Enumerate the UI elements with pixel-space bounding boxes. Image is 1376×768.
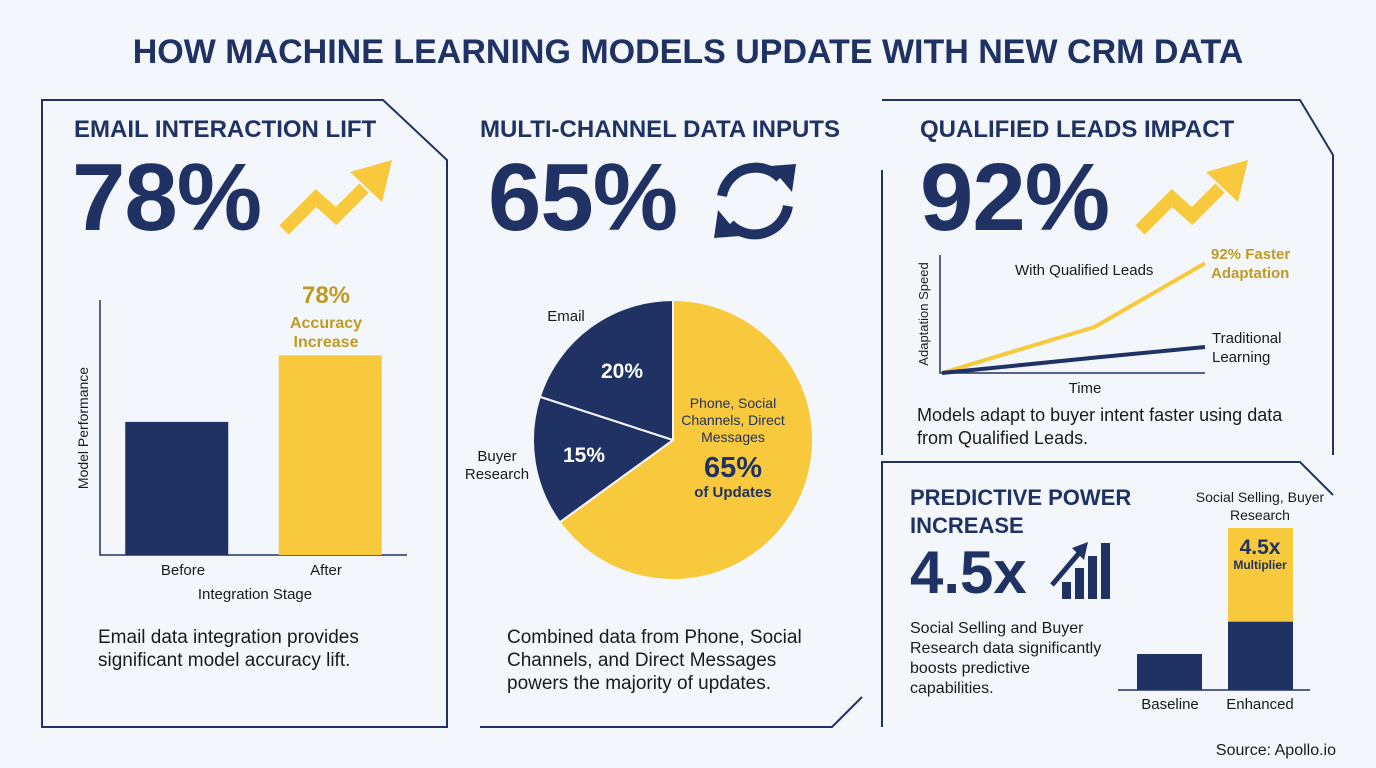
panel-heading: QUALIFIED LEADS IMPACT	[920, 116, 1235, 143]
bars-icon-head	[1072, 542, 1088, 560]
caption: Social Selling and Buyer Research data s…	[910, 620, 1102, 697]
pie-slice	[538, 298, 674, 442]
annotation: 92% Faster Adaptation	[1211, 246, 1291, 282]
bar-segment	[1228, 621, 1293, 690]
value-label: 65%	[703, 452, 763, 484]
annotation: Accuracy Increase	[289, 315, 363, 352]
bars-icon-bar	[1075, 568, 1084, 599]
line-series	[941, 345, 1206, 375]
trend-icon	[1135, 160, 1248, 235]
x-tick-label: Before	[160, 562, 206, 579]
refresh-icon	[714, 162, 796, 240]
line-series	[941, 261, 1206, 375]
pie-slice	[532, 395, 676, 524]
x-tick-label: Enhanced	[1226, 696, 1294, 713]
big-stat: 78%	[72, 144, 262, 251]
legend-label: Social Selling, Buyer Research	[1195, 489, 1325, 523]
bar	[125, 421, 229, 555]
panel-frame	[881, 99, 1334, 455]
caption: Models adapt to buyer intent faster usin…	[917, 405, 1283, 448]
caption: Combined data from Phone, Social Channel…	[507, 627, 802, 694]
big-stat: 92%	[920, 144, 1110, 251]
pie-label: Buyer Research	[464, 448, 530, 483]
refresh-head	[714, 210, 740, 238]
x-tick-label: After	[310, 562, 342, 579]
trend-icon	[279, 160, 392, 235]
annotation: 4.5x	[1239, 536, 1281, 559]
panel-heading: PREDICTIVE POWER INCREASE	[910, 485, 1132, 538]
big-stat: 4.5x	[910, 539, 1027, 606]
refresh-arc	[717, 162, 784, 198]
source: Source: Apollo.io	[1215, 742, 1336, 759]
bars-icon-bar	[1101, 543, 1110, 599]
panel-frame	[881, 461, 1334, 727]
trend-icon-line	[1135, 183, 1225, 235]
panel-heading: MULTI-CHANNEL DATA INPUTS	[480, 116, 840, 143]
caption: Email data integration provides signific…	[98, 627, 359, 671]
x-axis-label: Time	[1068, 380, 1102, 397]
annotation: 78%	[301, 282, 351, 309]
panel-frame	[480, 696, 863, 728]
pie-label: Phone, Social Channels, Direct Messages	[681, 395, 785, 445]
bars-icon-bar	[1088, 556, 1097, 599]
bars-icon-arrow	[1050, 550, 1082, 587]
axis	[939, 255, 1205, 374]
trend-icon-head	[1206, 160, 1248, 202]
bar-segment	[1137, 654, 1202, 690]
pie-label: Email	[547, 308, 585, 325]
bars-icon-bar	[1062, 582, 1071, 599]
legend-label: Traditional Learning	[1212, 330, 1282, 366]
bar-segment	[1228, 528, 1293, 622]
x-axis-label: Integration Stage	[197, 586, 313, 603]
refresh-arc	[726, 204, 793, 240]
annotation: of Updates	[694, 484, 772, 501]
annotation: Multiplier	[1233, 558, 1287, 572]
y-axis-label: Adaptation Speed	[916, 262, 931, 366]
page-title: HOW MACHINE LEARNING MODELS UPDATE WITH …	[132, 33, 1244, 71]
panel-frames	[41, 99, 1334, 728]
trend-icon-head	[350, 160, 392, 202]
big-stat: 65%	[488, 144, 678, 251]
pie-slice	[558, 298, 814, 581]
bar	[278, 355, 382, 555]
refresh-head	[770, 164, 796, 192]
panel-frame	[41, 99, 448, 728]
value-label: 15%	[562, 444, 606, 467]
legend-label: With Qualified Leads	[1015, 262, 1154, 279]
trend-icon-line	[279, 183, 369, 235]
x-tick-label: Baseline	[1141, 696, 1199, 713]
y-axis-label: Model Performance	[75, 366, 91, 490]
bars-icon	[1050, 542, 1110, 599]
panel-heading: EMAIL INTERACTION LIFT	[74, 116, 377, 143]
value-label: 20%	[600, 360, 644, 383]
